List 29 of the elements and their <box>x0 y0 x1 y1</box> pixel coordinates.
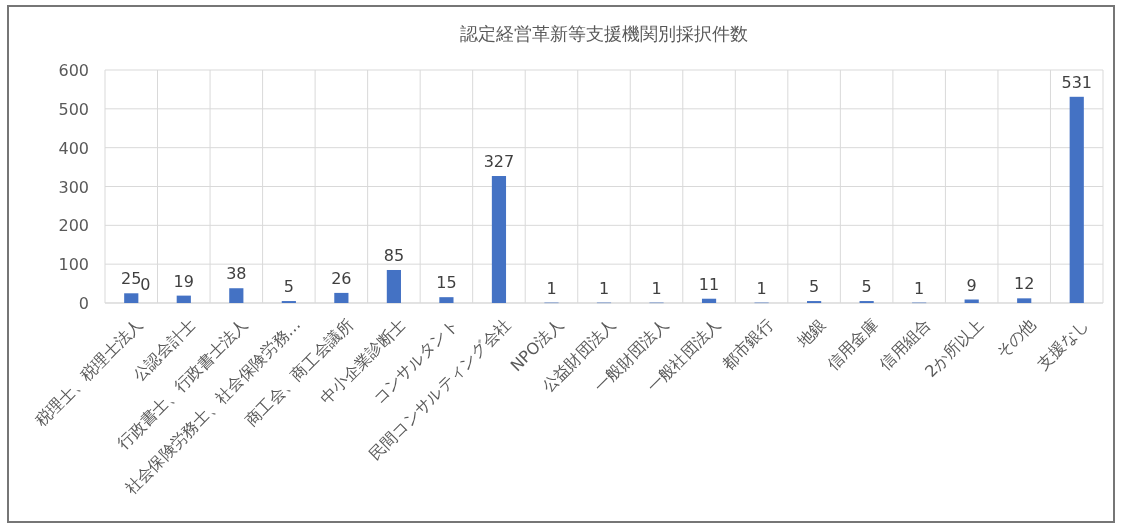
y-tick-label: 100 <box>58 255 89 275</box>
data-label: 1 <box>546 278 557 298</box>
data-label: 9 <box>966 275 977 295</box>
data-label: 38 <box>226 264 247 284</box>
data-label: 1 <box>651 278 662 298</box>
data-label: 25 <box>121 269 142 289</box>
x-tick-label: 地銀 <box>792 314 830 352</box>
data-label: 531 <box>1061 72 1093 92</box>
data-label: 1 <box>598 278 610 298</box>
data-label: 11 <box>698 274 720 294</box>
data-label: 5 <box>861 277 872 297</box>
annotation: 0 <box>140 275 151 295</box>
data-label: 327 <box>483 152 515 172</box>
data-label: 85 <box>383 245 405 265</box>
y-tick-label: 0 <box>78 294 89 313</box>
data-label: 5 <box>809 277 820 297</box>
y-tick-label: 200 <box>58 216 89 236</box>
data-label: 12 <box>1014 274 1035 294</box>
y-tick-label: 400 <box>58 138 89 158</box>
data-label: 1 <box>914 278 925 298</box>
y-tick-label: 300 <box>58 177 89 197</box>
data-label: 15 <box>436 273 457 293</box>
data-label: 1 <box>756 278 767 298</box>
y-tick-label: 600 <box>58 61 89 80</box>
data-label: 19 <box>173 271 194 291</box>
title: 認定経営革新等支援機関別採択件数 <box>460 23 748 44</box>
data-label: 26 <box>331 268 352 288</box>
data-label: 5 <box>283 277 294 297</box>
y-tick-label: 500 <box>58 99 89 119</box>
